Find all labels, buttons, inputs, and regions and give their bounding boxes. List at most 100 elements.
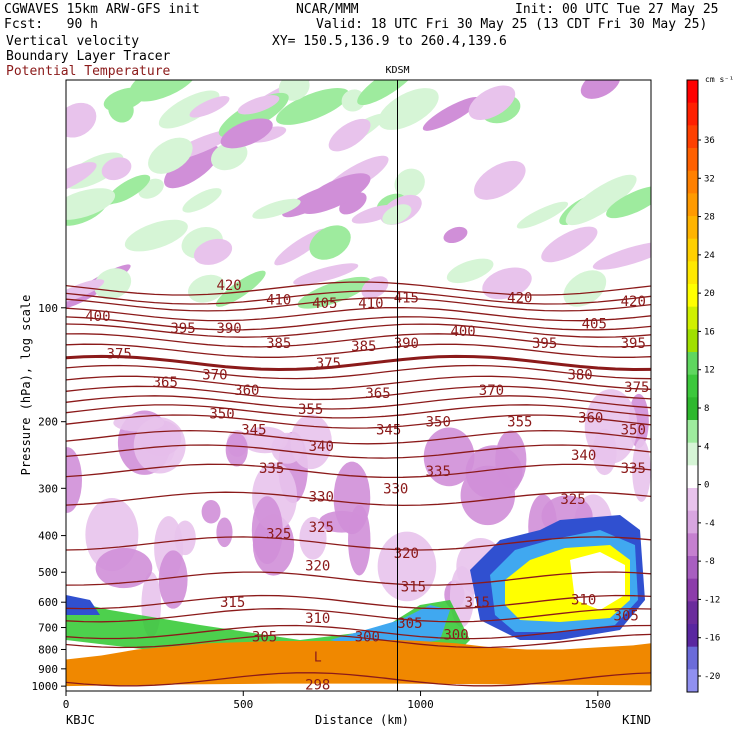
- wind-shading: [541, 226, 598, 263]
- init-time: Init: 00 UTC Tue 27 May 25: [515, 2, 719, 17]
- theta-contour-labels: 420 410 405 410 415 420 420 400 395 390 385 385 390 4…: [85, 278, 649, 691]
- theta-label: 310: [571, 592, 596, 608]
- y-tick-label: 600: [38, 596, 58, 609]
- theta-contour: [66, 290, 651, 305]
- theta-contour: [66, 414, 651, 429]
- x-axis: 0 500 1000 1500: [63, 691, 611, 711]
- wind-shading: [101, 157, 132, 181]
- field-boundary-layer-tracer: Boundary Layer Tracer: [6, 49, 171, 64]
- cross-section-endpoints: XY= 150.5,136.9 to 260.4,139.6: [272, 34, 507, 49]
- theta-label: 390: [394, 336, 419, 352]
- theta-contour: [66, 343, 651, 358]
- wind-shading: [580, 80, 621, 99]
- wind-shading: [394, 168, 425, 198]
- colorbar-swatch: [687, 374, 698, 398]
- theta-label: 320: [394, 546, 419, 562]
- wind-shading: [584, 389, 638, 464]
- theta-label: 375: [624, 380, 649, 396]
- wind-shading: [516, 201, 569, 229]
- valid-time: Valid: 18 UTC Fri 30 May 25 (13 CDT Fri …: [316, 17, 708, 32]
- wind-shading: [215, 270, 266, 307]
- forecast-hour: Fcst: 90 h: [4, 17, 98, 32]
- x-tick-label: 500: [233, 698, 253, 711]
- wind-shading: [299, 173, 371, 214]
- wind-shading: [443, 226, 468, 244]
- x-tick-label: 0: [63, 698, 70, 711]
- colorbar-swatch: [687, 533, 698, 557]
- theta-contour: [66, 375, 651, 390]
- colorbar-swatch: [687, 102, 698, 126]
- wind-shading: [193, 238, 233, 265]
- theta-label: 400: [85, 309, 110, 325]
- theta-label: 405: [582, 316, 607, 332]
- theta-label: 310: [305, 611, 330, 627]
- theta-label: 405: [312, 296, 337, 312]
- colorbar-label: 24: [704, 251, 715, 261]
- wind-shading: [465, 445, 523, 500]
- wind-shading: [201, 500, 221, 524]
- colorbar-label: 28: [704, 213, 715, 223]
- theta-label: 370: [479, 383, 504, 399]
- colorbar-swatch: [687, 488, 698, 512]
- theta-contour: [66, 323, 651, 338]
- theta-label: 395: [532, 336, 557, 352]
- theta-contour: [66, 672, 651, 687]
- colorbar-swatch: [687, 352, 698, 376]
- colorbar-swatch: [687, 465, 698, 489]
- wind-shading: [237, 95, 280, 115]
- theta-contour: [66, 608, 651, 623]
- wind-shading: [592, 241, 651, 270]
- y-axis-label: Pressure (hPa), log scale: [19, 295, 33, 476]
- wind-shading: [148, 137, 193, 174]
- field-vertical-velocity: Vertical velocity: [6, 34, 140, 49]
- theta-label: 350: [209, 406, 234, 422]
- theta-label: 420: [507, 291, 532, 307]
- theta-label: 325: [266, 527, 291, 543]
- theta-label: 340: [571, 448, 596, 464]
- wind-shading: [357, 80, 418, 106]
- colorbar-label: 20: [704, 289, 715, 299]
- theta-label: 415: [394, 291, 419, 307]
- theta-contour: [66, 491, 651, 507]
- wind-shading: [378, 88, 439, 130]
- colorbar-swatch: [687, 261, 698, 285]
- theta-contour: [66, 633, 651, 649]
- theta-contour: [66, 429, 651, 445]
- theta-label: 350: [621, 423, 646, 439]
- theta-contour: [66, 364, 651, 380]
- theta-label: 380: [567, 367, 592, 383]
- colorbar-swatch: [687, 80, 698, 104]
- theta-label: 375: [316, 356, 341, 372]
- theta-label: 325: [560, 492, 585, 508]
- wind-shading: [251, 496, 283, 565]
- organization: NCAR/MMM: [296, 2, 359, 17]
- theta-label: 420: [216, 278, 241, 294]
- colorbar-label: -12: [704, 595, 720, 605]
- colorbar-swatch: [687, 601, 698, 625]
- y-tick-label: 500: [38, 566, 58, 579]
- y-tick-label: 200: [38, 416, 58, 429]
- theta-label: 340: [309, 439, 334, 455]
- wind-shading: [333, 461, 371, 535]
- plot-background: L: [66, 80, 651, 691]
- x-tick-label: 1000: [407, 698, 434, 711]
- wind-shading: [382, 204, 412, 225]
- theta-contour: [66, 281, 651, 296]
- colorbar-swatch: [687, 125, 698, 149]
- theta-label: 385: [266, 336, 291, 352]
- theta-label: 315: [401, 579, 426, 595]
- wind-shading: [446, 258, 494, 284]
- station-right-label: KIND: [622, 713, 651, 727]
- colorbar-label: 36: [704, 136, 715, 146]
- colorbar-label: -16: [704, 634, 720, 644]
- colorbar-swatch: [687, 329, 698, 353]
- theta-label: 410: [266, 292, 291, 308]
- theta-label: 345: [376, 423, 401, 439]
- wind-shading: [113, 414, 165, 432]
- theta-contour: [66, 463, 651, 479]
- y-tick-label: 1000: [32, 680, 59, 693]
- wind-shading: [309, 225, 351, 260]
- theta-contour: [66, 306, 651, 322]
- theta-contour: [66, 571, 651, 586]
- wind-shading: [129, 80, 199, 102]
